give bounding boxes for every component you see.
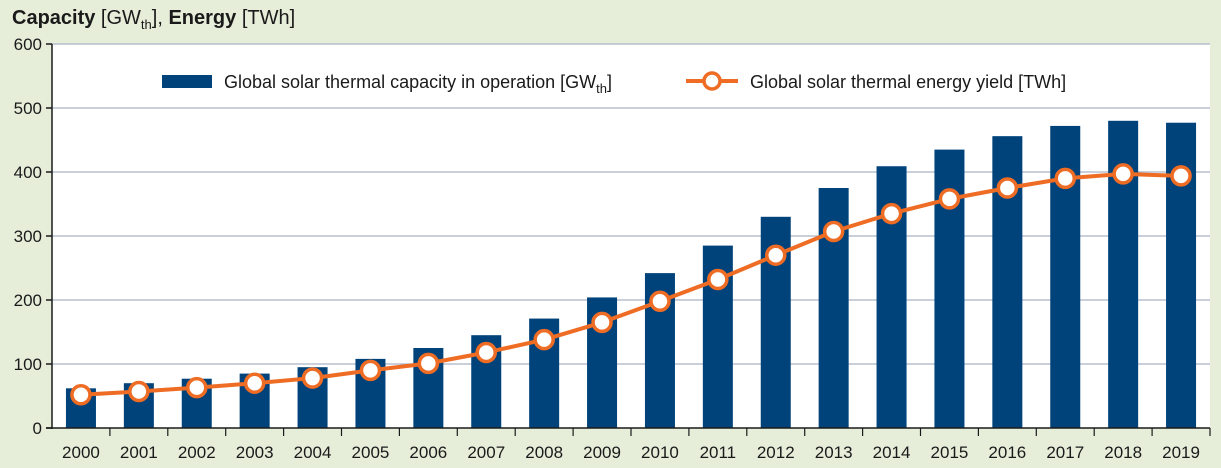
x-tick-label-2009: 2009: [583, 443, 621, 462]
x-tick-labels: 2000 2001 2002 2003 2004 2005 2006 2007 2008 2009…: [62, 428, 1211, 462]
legend-capacity-close: ]: [607, 72, 612, 92]
energy-point-2015: [938, 188, 961, 210]
x-tick-label-2013: 2013: [815, 443, 853, 462]
y-tick-label-200: 200: [14, 291, 42, 310]
energy-point-2003: [243, 372, 266, 394]
x-tick-label-2011: 2011: [700, 443, 737, 462]
x-tick-label-2002: 2002: [178, 443, 216, 462]
energy-point-2007: [475, 341, 497, 364]
energy-point-2005: [359, 359, 382, 382]
line-energy: [70, 163, 1192, 406]
energy-point-2010: [649, 290, 671, 313]
x-tick-label-2006: 2006: [409, 443, 447, 462]
legend-swatch-energy-marker: [702, 71, 722, 91]
x-tick-label-2019: 2019: [1162, 443, 1200, 462]
legend-capacity-main: Global solar thermal capacity in operati…: [224, 72, 596, 92]
y-tick-label-600: 600: [14, 35, 42, 54]
title-capacity-unit: [GW: [95, 7, 141, 29]
y-tick-label-0: 0: [33, 419, 42, 438]
x-tick-label-2007: 2007: [467, 443, 505, 462]
x-tick-label-2017: 2017: [1046, 443, 1084, 462]
y-tick-label-300: 300: [14, 227, 42, 246]
legend: Global solar thermal capacity in operati…: [162, 71, 1066, 96]
y-tick-label-400: 400: [14, 163, 42, 182]
energy-point-2009: [591, 311, 613, 334]
y-tick-labels: 0 100 200 300 400 500 600: [14, 35, 52, 438]
title-separator: ,: [157, 7, 168, 29]
energy-point-2001: [128, 380, 150, 403]
title-energy-unit: [TWh]: [236, 7, 295, 29]
legend-swatch-capacity: [162, 75, 212, 88]
x-tick-label-2008: 2008: [525, 443, 563, 462]
title-capacity-unit-close: ]: [152, 7, 158, 29]
energy-point-2016: [996, 177, 1019, 199]
x-tick-label-2015: 2015: [931, 443, 969, 462]
x-tick-label-2004: 2004: [294, 443, 332, 462]
energy-point-2008: [533, 328, 555, 351]
x-tick-label-2005: 2005: [352, 443, 390, 462]
x-tick-label-2016: 2016: [988, 443, 1026, 462]
legend-label-capacity: Global solar thermal capacity in operati…: [224, 72, 612, 96]
x-tick-label-2001: 2001: [120, 443, 158, 462]
y-tick-label-100: 100: [14, 355, 42, 374]
energy-point-2013: [822, 220, 845, 243]
energy-point-2006: [417, 352, 440, 375]
title-capacity: Capacity: [12, 7, 96, 29]
x-tick-label-2003: 2003: [236, 443, 274, 462]
legend-capacity-sub: th: [596, 81, 607, 96]
energy-point-2012: [765, 244, 787, 266]
x-tick-label-2000: 2000: [62, 443, 100, 462]
energy-point-2002: [186, 376, 208, 399]
energy-point-2017: [1054, 167, 1076, 190]
x-tick-label-2014: 2014: [873, 443, 911, 462]
energy-point-2004: [301, 367, 324, 389]
energy-point-2000: [70, 383, 92, 406]
energy-point-2011: [707, 268, 729, 291]
y-tick-label-500: 500: [14, 99, 42, 118]
chart-title: Capacity [GWth], Energy [TWh]: [12, 7, 295, 32]
x-tick-label-2010: 2010: [641, 443, 679, 462]
x-tick-label-2018: 2018: [1104, 443, 1142, 462]
title-energy: Energy: [168, 7, 237, 29]
energy-point-2019: [1170, 165, 1192, 187]
energy-point-2014: [880, 202, 903, 225]
legend-label-energy: Global solar thermal energy yield [TWh]: [750, 72, 1066, 92]
energy-point-2018: [1112, 163, 1134, 185]
title-capacity-unit-sub: th: [141, 17, 152, 32]
x-tick-label-2012: 2012: [757, 443, 795, 462]
